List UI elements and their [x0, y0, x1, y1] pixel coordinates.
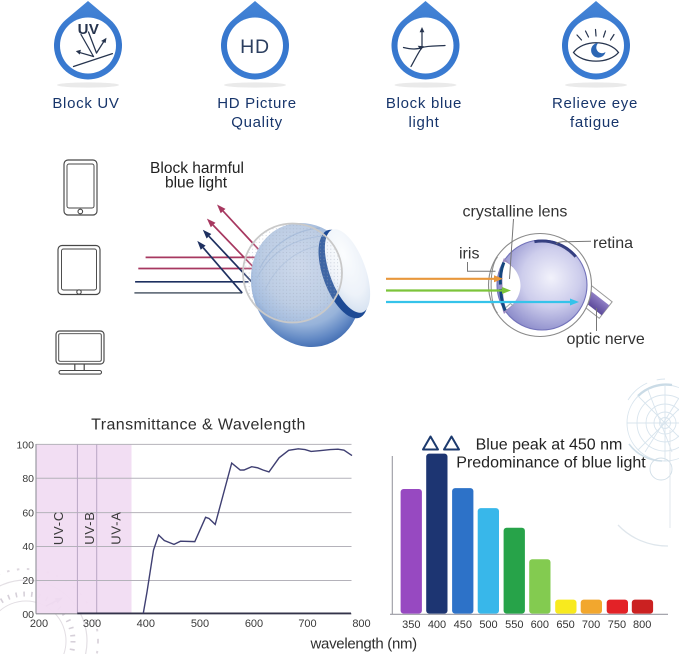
svg-text:optic nerve: optic nerve	[567, 331, 645, 348]
svg-text:500: 500	[191, 618, 209, 630]
svg-text:400: 400	[428, 619, 446, 631]
svg-text:Relieve eye: Relieve eye	[552, 95, 638, 112]
svg-text:600: 600	[245, 618, 263, 630]
svg-text:Blue peak at 450 nm: Blue peak at 450 nm	[476, 437, 623, 454]
svg-text:80: 80	[22, 473, 34, 485]
svg-text:fatigue: fatigue	[570, 114, 620, 131]
svg-text:350: 350	[402, 619, 420, 631]
svg-text:crystalline lens: crystalline lens	[463, 204, 568, 221]
svg-text:UV-A: UV-A	[109, 511, 124, 545]
svg-text:UV-C: UV-C	[51, 511, 66, 545]
svg-text:700: 700	[582, 619, 600, 631]
svg-text:400: 400	[137, 618, 155, 630]
svg-text:retina: retina	[593, 235, 633, 252]
svg-text:500: 500	[479, 619, 497, 631]
svg-text:300: 300	[83, 618, 101, 630]
svg-text:Predominance of blue light: Predominance of blue light	[456, 455, 646, 472]
svg-text:550: 550	[505, 619, 523, 631]
svg-text:UV-B: UV-B	[82, 511, 97, 545]
svg-text:Block UV: Block UV	[52, 95, 119, 112]
svg-text:800: 800	[633, 619, 651, 631]
svg-text:20: 20	[22, 575, 34, 587]
svg-text:200: 200	[30, 618, 48, 630]
svg-text:wavelength (nm): wavelength (nm)	[310, 636, 418, 653]
svg-text:600: 600	[531, 619, 549, 631]
svg-text:650: 650	[556, 619, 574, 631]
svg-text:light: light	[408, 114, 439, 131]
svg-text:700: 700	[298, 618, 316, 630]
svg-text:UV: UV	[78, 21, 100, 38]
svg-text:HD: HD	[240, 36, 270, 58]
svg-text:blue light: blue light	[165, 175, 228, 192]
svg-text:40: 40	[22, 541, 34, 553]
svg-text:Transmittance & Wavelength: Transmittance & Wavelength	[91, 417, 306, 434]
svg-text:Quality: Quality	[231, 114, 283, 131]
svg-text:450: 450	[454, 619, 472, 631]
svg-text:100: 100	[16, 440, 34, 452]
svg-text:iris: iris	[459, 246, 479, 263]
svg-text:750: 750	[608, 619, 626, 631]
svg-text:Block blue: Block blue	[386, 95, 462, 112]
svg-text:800: 800	[352, 618, 370, 630]
svg-text:HD Picture: HD Picture	[217, 95, 297, 112]
svg-text:Block harmful: Block harmful	[150, 160, 244, 177]
svg-text:00: 00	[22, 609, 34, 621]
svg-text:60: 60	[22, 507, 34, 519]
